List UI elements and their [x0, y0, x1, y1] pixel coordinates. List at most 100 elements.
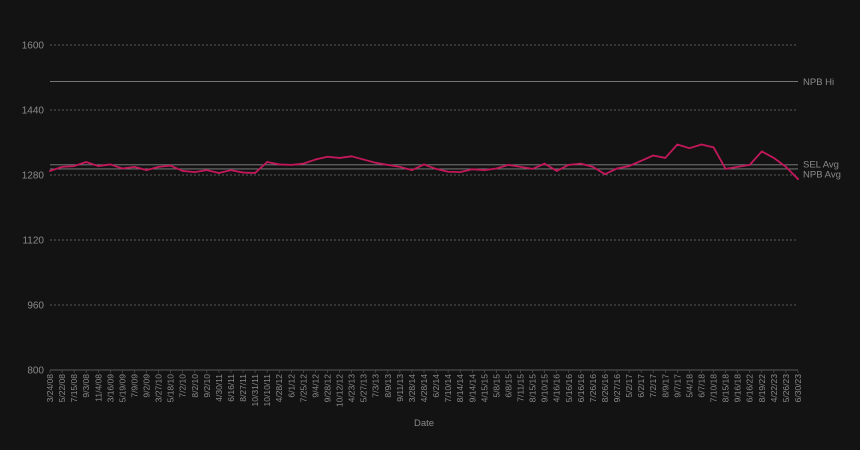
- data-point: [49, 170, 51, 172]
- data-point: [555, 170, 558, 172]
- data-point: [145, 169, 148, 172]
- data-point: [700, 143, 703, 146]
- data-point: [218, 172, 220, 174]
- data-point: [579, 162, 582, 165]
- data-point: [338, 157, 341, 159]
- x-tick-label: 4/30/11: [214, 374, 224, 402]
- data-point: [61, 165, 63, 168]
- x-tick-label: 9/27/16: [612, 374, 622, 403]
- data-point: [302, 162, 305, 165]
- y-tick-label: 1440: [22, 106, 45, 117]
- data-point: [797, 178, 799, 180]
- x-tick-label: 10/31/11: [250, 374, 260, 407]
- x-tick-label: 6/16/22: [745, 374, 755, 403]
- x-tick-label: 7/10/14: [443, 374, 453, 403]
- y-tick-label: 960: [27, 301, 44, 312]
- x-tick-label: 9/7/17: [672, 374, 682, 398]
- x-tick-label: 7/10/18: [709, 374, 719, 403]
- data-point: [616, 167, 618, 170]
- y-tick-label: 1280: [22, 171, 45, 182]
- data-point: [664, 157, 667, 159]
- x-tick-label: 8/19/22: [757, 374, 767, 403]
- data-point: [724, 168, 727, 170]
- x-tick-label: 4/28/14: [419, 374, 429, 403]
- x-tick-label: 7/15/08: [69, 374, 79, 403]
- data-point: [254, 172, 256, 174]
- x-tick-label: 8/9/17: [660, 374, 670, 398]
- x-tick-label: 7/11/15: [516, 374, 526, 402]
- data-point: [772, 157, 775, 159]
- x-tick-label: 9/2/10: [202, 374, 212, 398]
- y-tick-label: 1120: [22, 236, 44, 247]
- data-point: [688, 147, 691, 150]
- data-point: [362, 158, 365, 161]
- data-point: [121, 167, 124, 170]
- x-tick-label: 8/9/13: [383, 374, 393, 398]
- x-tick-label: 10/10/11: [262, 374, 272, 407]
- data-point: [133, 165, 136, 168]
- data-point: [519, 165, 522, 168]
- x-tick-label: 3/16/09: [105, 374, 115, 403]
- x-tick-label: 7/2/10: [178, 374, 188, 398]
- x-tick-label: 7/25/12: [298, 374, 308, 403]
- x-tick-label: 4/28/12: [274, 374, 284, 403]
- data-point: [736, 165, 739, 168]
- data-point: [483, 169, 486, 172]
- data-point: [604, 173, 606, 176]
- x-tick-label: 6/8/15: [503, 374, 513, 398]
- series-layer: [49, 143, 799, 180]
- x-tick-label: 3/28/14: [407, 374, 417, 403]
- data-point: [73, 165, 76, 167]
- x-tick-label: 6/7/18: [696, 374, 706, 398]
- data-point: [374, 161, 377, 164]
- x-tick-label: 5/2/17: [624, 374, 634, 398]
- data-point: [326, 155, 329, 158]
- data-point: [205, 169, 208, 172]
- x-tick-label: 5/4/18: [684, 374, 694, 398]
- x-tick-label: 4/16/16: [552, 374, 562, 403]
- x-tick-label: 9/28/12: [322, 374, 332, 403]
- data-point: [169, 164, 172, 167]
- y-tick-label: 800: [27, 366, 44, 377]
- data-point: [350, 155, 353, 158]
- data-point: [676, 143, 679, 146]
- data-point: [242, 171, 244, 174]
- x-tick-label: 6/2/17: [636, 374, 646, 398]
- x-tick-label: 5/8/15: [491, 374, 501, 398]
- data-point: [712, 146, 715, 149]
- x-tick-label: 6/30/23: [793, 374, 803, 403]
- data-point: [423, 163, 425, 166]
- data-point: [447, 170, 450, 173]
- x-tick-label: 9/2/09: [142, 374, 152, 398]
- data-point: [628, 165, 630, 167]
- data-point: [386, 163, 389, 166]
- x-tick-label: 4/23/13: [347, 374, 357, 403]
- data-point: [157, 165, 160, 168]
- x-tick-label: 5/16/16: [564, 374, 574, 403]
- data-point: [411, 169, 413, 172]
- x-tick-label: 9/14/14: [467, 374, 477, 403]
- x-tick-label: 7/9/09: [129, 374, 139, 398]
- data-point: [785, 165, 787, 168]
- x-tick-label: 5/26/23: [781, 374, 791, 403]
- data-point: [278, 163, 281, 166]
- data-point: [230, 169, 232, 172]
- x-tick-label: 9/16/18: [733, 374, 743, 403]
- x-tick-label: 4/22/23: [769, 374, 779, 403]
- x-tick-label: 7/26/16: [588, 374, 598, 403]
- x-tick-label: 9/3/08: [81, 374, 91, 398]
- x-tick-label: 8/15/15: [528, 374, 538, 403]
- data-point: [652, 154, 655, 157]
- data-point: [290, 163, 293, 166]
- data-point: [97, 165, 100, 167]
- x-tick-label: 6/1/12: [286, 374, 296, 398]
- data-point: [543, 162, 546, 165]
- data-point: [531, 168, 534, 170]
- x-tick-label: 5/19/09: [117, 374, 127, 403]
- x-tick-label: 8/14/14: [455, 374, 465, 403]
- x-tick-label: 6/16/11: [226, 374, 236, 402]
- x-tick-label: 4/15/15: [479, 374, 489, 403]
